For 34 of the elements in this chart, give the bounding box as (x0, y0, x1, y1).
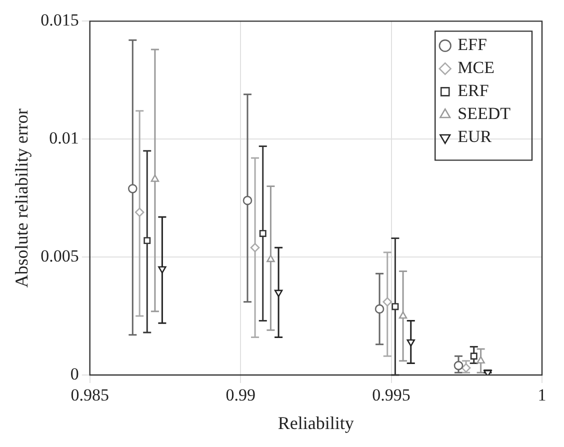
point (382, 297, 392, 307)
point (454, 360, 464, 370)
point (406, 339, 415, 347)
y-tick-label: 0 (70, 364, 79, 384)
legend-label: EFF (458, 35, 487, 54)
point (470, 352, 478, 360)
x-tick-label: 0.995 (372, 386, 410, 405)
x-tick-label: 1 (538, 386, 546, 405)
legend-label: ERF (458, 81, 489, 100)
point (134, 208, 144, 217)
y-tick-label: 0.015 (40, 10, 79, 30)
x-tick-label: 0.99 (226, 386, 256, 405)
legend-label: SEEDT (458, 104, 512, 124)
y-tick-label: 0.01 (49, 128, 79, 148)
point (476, 356, 485, 364)
point (144, 237, 151, 244)
point (158, 266, 166, 274)
y-axis-title: Absolute reliability error (12, 108, 32, 288)
point (150, 174, 160, 182)
point (274, 290, 283, 298)
point (128, 184, 138, 194)
point (374, 304, 384, 314)
point (259, 230, 266, 237)
legend-label: MCE (458, 58, 494, 78)
point (461, 363, 471, 373)
legend-label: EUR (458, 127, 492, 146)
point (242, 196, 252, 206)
x-tick-label: 0.985 (70, 386, 109, 405)
point (398, 311, 408, 319)
point (392, 303, 399, 310)
point (266, 254, 275, 262)
x-axis-title: Reliability (278, 412, 354, 433)
y-tick-label: 0.005 (40, 246, 79, 266)
point (250, 242, 260, 252)
